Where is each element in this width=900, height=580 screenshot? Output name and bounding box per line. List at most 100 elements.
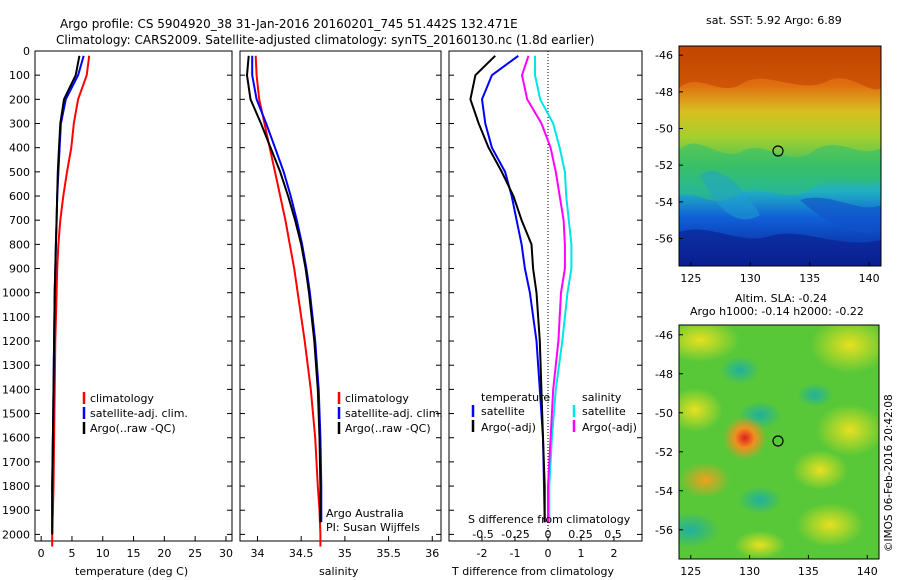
sst-map-title: sat. SST: 5.92 Argo: 6.89 [706,14,842,27]
t-difference-tick-label: -1 [510,547,521,560]
lat-tick-label: -54 [655,196,673,209]
depth-tick-label: 100 [9,69,30,82]
temperature-tick-label: 30 [219,547,233,560]
depth-tick-label: 900 [9,263,30,276]
depth-tick-label: 1300 [2,359,30,372]
credit-line2: PI: Susan Wijffels [326,521,420,534]
legend-argo: Argo(..raw -QC) [90,422,176,435]
header-line2: Climatology: CARS2009. Satellite-adjuste… [56,33,594,47]
difference-panel-frame [448,50,643,542]
sla-map-axes: -46 -48 -50 -52 -54 -56 125 130 135 140 [655,329,878,578]
depth-tick-label: 500 [9,166,30,179]
depth-axis: 0 100 200 300 400 500 600 700 800 900 1000 1100 1200… [2,45,642,541]
temperature-x-axis: 0 5 10 15 20 25 30 [38,536,233,560]
sla-map-frame [678,324,880,560]
difference-axes: -2 -1 0 1 2 -0.5 -0.25 0 0.25 0.5 [472,528,621,560]
temperature-tick-label: 0 [38,547,45,560]
t-difference-xlabel: T difference from climatology [451,565,614,578]
s-difference-tick-label: 0 [545,528,552,541]
s-difference-satellite-line [534,55,573,523]
salinity-tick-label: 34 [250,547,264,560]
legend-satellite: satellite-adj. clim. [345,407,443,420]
legend-argo: Argo(..raw -QC) [345,422,431,435]
legend-climatology: climatology [345,392,409,405]
t-difference-tick-label: 0 [545,547,552,560]
float-position-marker [772,145,784,157]
lat-tick-label: -56 [655,524,673,537]
sst-map-axes: -46 -48 -50 -52 -54 -56 125 130 135 140 [655,49,880,285]
depth-tick-label: 1600 [2,432,30,445]
climatology-temperature-line [51,55,91,547]
lon-tick-label: 125 [680,272,701,285]
s-difference-argo-line [521,55,566,523]
temperature-profiles [51,55,91,547]
depth-tick-label: 800 [9,238,30,251]
salinity-legend: climatology satellite-adj. clim. Argo(..… [337,392,443,435]
legend-s-argo: Argo(-adj) [582,421,637,434]
legend-satellite: satellite-adj. clim. [90,407,188,420]
legend-t-argo: Argo(-adj) [481,421,536,434]
lon-tick-label: 130 [739,565,760,578]
depth-tick-label: 1400 [2,383,30,396]
lat-tick-label: -48 [655,86,673,99]
legend-climatology: climatology [90,392,154,405]
argo-salinity-line [246,55,322,523]
temperature-panel-frame [34,50,233,542]
depth-tick-label: 400 [9,142,30,155]
depth-tick-label: 0 [23,45,30,58]
s-difference-label: S difference from climatology [468,513,631,526]
argo-temperature-line [51,55,81,535]
lon-tick-label: 125 [680,565,701,578]
depth-tick-label: 600 [9,190,30,203]
difference-profiles [469,54,573,523]
legend-t-satellite: satellite [481,405,525,418]
sla-map-title2: Argo h1000: -0.14 h2000: -0.22 [690,305,864,318]
credit-line1: Argo Australia [326,507,404,520]
depth-tick-label: 1500 [2,408,30,421]
sst-map-frame [678,45,882,267]
depth-tick-label: 1900 [2,504,30,517]
temperature-legend: climatology satellite-adj. clim. Argo(..… [82,392,188,435]
lat-tick-label: -46 [655,49,673,62]
header-line1: Argo profile: CS 5904920_38 31-Jan-2016 … [60,17,518,31]
sla-map-title1: Altim. SLA: -0.24 [735,292,827,305]
temperature-xlabel: temperature (deg C) [75,565,188,578]
salinity-x-axis: 34 34.5 35 35.5 36 [250,536,439,560]
salinity-tick-label: 34.5 [289,547,314,560]
legend-s-satellite: satellite [582,405,626,418]
depth-tick-label: 2000 [2,528,30,541]
imos-watermark: ©IMOS 06-Feb-2016 20:42:08 [883,394,895,552]
t-difference-tick-label: -2 [477,547,488,560]
s-difference-tick-label: 0.5 [604,528,622,541]
depth-tick-label: 1200 [2,335,30,348]
lon-tick-label: 135 [798,565,819,578]
depth-tick-label: 200 [9,93,30,106]
t-difference-tick-label: 1 [578,547,585,560]
sst-map-image [679,46,881,266]
lon-tick-label: 140 [859,272,880,285]
legend-temperature-title: temperature [481,391,550,404]
lat-tick-label: -54 [655,485,673,498]
lat-tick-label: -50 [655,123,673,136]
salinity-tick-label: 35 [338,547,352,560]
temperature-tick-label: 20 [157,547,171,560]
float-position-marker [772,435,784,447]
lon-tick-label: 140 [857,565,878,578]
lat-tick-label: -52 [655,446,673,459]
salinity-panel-frame [239,50,442,542]
sla-map-image [679,325,879,559]
depth-tick-label: 1000 [2,287,30,300]
depth-tick-label: 700 [9,214,30,227]
depth-tick-label: 1700 [2,456,30,469]
t-difference-argo-line [469,55,546,523]
temperature-tick-label: 15 [127,547,141,560]
legend-salinity-title: salinity [582,391,622,404]
lat-tick-label: -48 [655,368,673,381]
depth-tick-label: 300 [9,118,30,131]
lon-tick-label: 130 [740,272,761,285]
salinity-xlabel: salinity [319,565,359,578]
salinity-tick-label: 36 [425,547,439,560]
s-difference-tick-label: 0.25 [568,528,593,541]
temperature-tick-label: 10 [96,547,110,560]
